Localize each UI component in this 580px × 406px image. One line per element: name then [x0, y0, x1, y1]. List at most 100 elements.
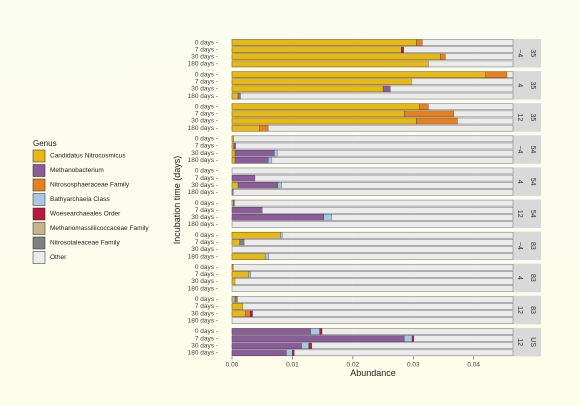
bar-segment [416, 39, 423, 46]
bar-segment [231, 342, 302, 349]
bar-segment [231, 271, 250, 278]
legend-label: Other [50, 254, 67, 261]
strip-label-inner: 35 [529, 81, 536, 89]
x-tick-label: 0.00 [226, 361, 239, 368]
bar-other [231, 174, 514, 182]
strip-background [513, 71, 541, 100]
time-label: 0 days - [195, 264, 218, 271]
legend: Genus Candidatus Nitrocosmicus Methanobac… [32, 139, 149, 264]
bar-segment [231, 253, 266, 260]
bar-segment [231, 199, 234, 207]
bar-segment [231, 303, 244, 310]
time-label: 30 days - [191, 310, 218, 317]
bar-other [231, 296, 514, 303]
strip-label-outer: ~4 [516, 49, 523, 57]
time-label: 30 days - [191, 246, 218, 253]
legend-key [32, 193, 46, 206]
bar-segment [268, 157, 273, 164]
bar-other [231, 278, 514, 285]
time-label: 30 days - [191, 182, 218, 189]
time-label: 180 days - [188, 221, 218, 228]
bar-segment [280, 232, 283, 239]
time-label: 180 days - [188, 350, 218, 357]
bar-segment [404, 335, 413, 342]
time-label: 7 days - [195, 271, 218, 278]
time-label: 30 days - [191, 214, 218, 221]
bar-segment [231, 135, 234, 143]
time-label: 0 days - [195, 136, 218, 143]
bar-segment [231, 214, 325, 221]
strip-label-inner: 54 [529, 146, 536, 154]
strip-label-outer: ~4 [516, 146, 523, 154]
bar-segment [231, 182, 239, 189]
bar-segment [259, 124, 269, 132]
bar-segment [292, 349, 295, 356]
legend-key [32, 149, 46, 163]
x-tick-label: 0.02 [347, 361, 360, 368]
time-label: 0 days - [195, 39, 218, 46]
time-label: 180 days - [188, 189, 218, 196]
bar-segment [404, 110, 454, 118]
time-label: 7 days - [195, 239, 218, 246]
bar-segment [231, 239, 241, 246]
bar-segment [245, 310, 251, 317]
bar-segment [286, 349, 293, 356]
strip-background [513, 135, 541, 164]
bar-segment [233, 199, 235, 207]
bar-segment [323, 214, 332, 221]
legend-key [32, 222, 46, 235]
bar-segment [231, 174, 256, 182]
bar-segment [440, 53, 446, 60]
bar-other [231, 239, 514, 246]
time-label: 0 days - [195, 71, 218, 78]
bar-segment [231, 149, 236, 157]
strip-background [513, 167, 541, 196]
bar-segment [231, 60, 429, 68]
y-axis-label: Incubation time (days) [172, 156, 182, 245]
time-label: 30 days - [191, 150, 218, 157]
bar-other [231, 271, 514, 278]
legend-label: Bathyarchaeia Class [50, 196, 110, 203]
strip-label-outer: ~4 [516, 242, 523, 250]
time-label: 0 days - [195, 296, 218, 303]
bar-segment [234, 149, 275, 157]
bar-segment [485, 71, 508, 78]
bar-segment [231, 92, 239, 100]
legend-label: Methanomassiliicoccaceae Family [50, 225, 149, 232]
strip-label-inner: 54 [529, 178, 536, 186]
strip-label-inner: 35 [529, 49, 536, 57]
bar-segment [265, 253, 270, 260]
panel-8: 4 83 0 days -7 days -30 days -180 days - [188, 263, 541, 292]
time-label: 30 days - [191, 86, 218, 93]
legend-key [32, 178, 46, 192]
bar-other [231, 221, 514, 228]
bar-segment [231, 124, 260, 132]
bar-other [231, 206, 514, 214]
strip-label-inner: 35 [529, 114, 536, 122]
strip-background [513, 103, 541, 132]
legend-label: Candidatus Nitrocosmicus [50, 153, 126, 160]
legend-label: Methanobacterium [50, 167, 104, 174]
bar-segment [249, 310, 253, 317]
bar-segment [248, 271, 251, 278]
bar-other [231, 199, 514, 207]
time-label: 7 days - [195, 335, 218, 342]
bar-segment [234, 157, 269, 164]
bar-segment [231, 71, 486, 78]
bar-segment [231, 85, 384, 93]
panel-1: ~4 35 0 days -7 days -30 days -180 days - [188, 39, 541, 68]
bar-segment [231, 207, 263, 214]
bar-segment [231, 53, 441, 60]
x-axis-label: Abundance [350, 368, 396, 378]
bar-segment [237, 182, 277, 189]
bar-segment [231, 278, 236, 285]
strip-label-outer: 4 [516, 276, 523, 280]
strip-label-inner: 54 [529, 210, 536, 218]
strip-background [513, 39, 541, 68]
bar-other [231, 303, 514, 310]
time-label: 30 days - [191, 54, 218, 61]
time-label: 7 days - [195, 111, 218, 118]
time-label: 30 days - [191, 278, 218, 285]
bar-segment [231, 264, 234, 271]
